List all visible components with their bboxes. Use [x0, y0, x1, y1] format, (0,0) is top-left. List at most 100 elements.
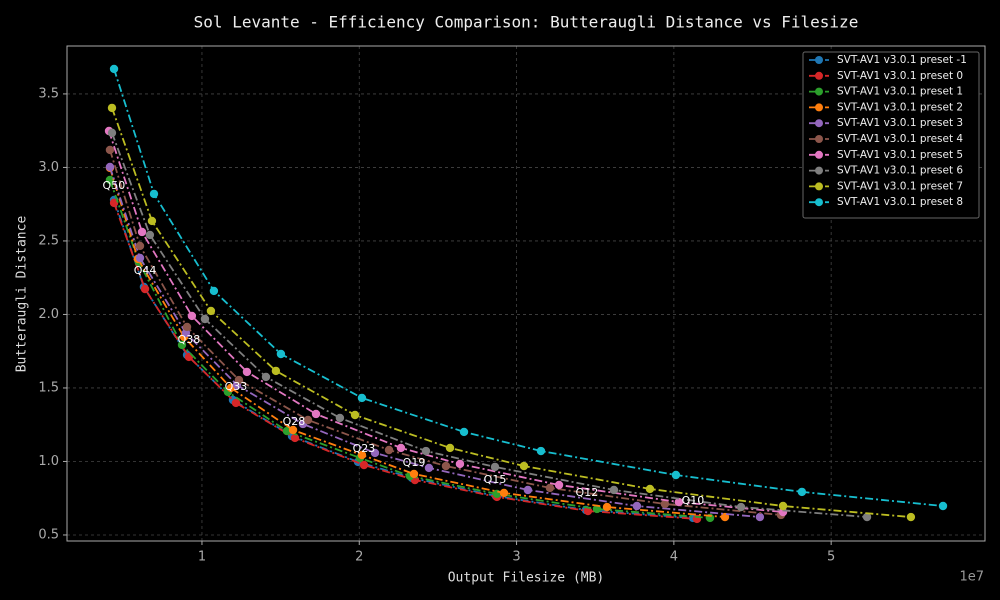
point — [276, 349, 286, 359]
point — [370, 448, 380, 458]
point — [137, 227, 147, 237]
point — [105, 162, 115, 172]
point — [384, 445, 394, 455]
point — [105, 175, 115, 185]
y-axis-label: Butteraugli Distance — [15, 216, 30, 373]
point — [335, 413, 345, 423]
point — [145, 230, 155, 240]
y-tick-label: 1.0 — [38, 454, 59, 469]
point — [778, 501, 788, 511]
x-tick-label: 5 — [827, 550, 835, 565]
x-tick-label: 3 — [512, 550, 520, 565]
point — [209, 286, 219, 296]
point — [303, 415, 313, 425]
point — [499, 488, 509, 498]
annotation: Q12 — [576, 486, 599, 499]
legend-marker — [815, 119, 823, 128]
point — [107, 103, 117, 113]
legend-marker — [815, 103, 823, 112]
point — [906, 512, 916, 522]
point — [187, 311, 197, 321]
point — [359, 460, 369, 470]
point — [554, 480, 564, 490]
point — [182, 322, 192, 332]
point — [357, 393, 367, 403]
annotation: Q44 — [134, 264, 157, 277]
x-tick-label: 4 — [670, 550, 678, 565]
point — [231, 398, 241, 408]
point — [938, 501, 948, 511]
x-offset-text: 1e7 — [959, 570, 984, 585]
annotation: Q38 — [178, 333, 201, 346]
point — [409, 469, 419, 479]
x-tick-label: 1 — [198, 550, 206, 565]
point — [455, 459, 465, 469]
point — [396, 443, 406, 453]
y-tick-label: 3.5 — [38, 86, 59, 101]
legend-marker — [815, 150, 823, 159]
point — [261, 372, 271, 382]
point — [519, 461, 529, 471]
y-tick-label: 0.5 — [38, 527, 59, 542]
point — [350, 410, 360, 420]
point — [609, 485, 619, 495]
point — [177, 340, 187, 350]
point — [632, 501, 642, 511]
point — [536, 446, 546, 456]
legend-label: SVT-AV1 v3.0.1 preset 8 — [837, 196, 963, 208]
legend-label: SVT-AV1 v3.0.1 preset 7 — [837, 180, 963, 192]
series-line — [113, 68, 944, 507]
point — [445, 443, 455, 453]
plot-frame — [66, 45, 986, 542]
point — [674, 497, 684, 507]
annotation: Q28 — [283, 415, 306, 428]
annotation: Q15 — [484, 473, 507, 486]
legend-label: SVT-AV1 v3.0.1 preset 2 — [837, 101, 963, 113]
point — [424, 463, 434, 473]
point — [147, 216, 157, 226]
y-tick-label: 2.5 — [38, 233, 59, 248]
point — [357, 450, 367, 460]
series-line — [108, 130, 784, 513]
legend-marker — [815, 135, 823, 143]
legend-label: SVT-AV1 v3.0.1 preset -1 — [837, 54, 967, 66]
annotation: Q50 — [103, 179, 126, 192]
point — [149, 189, 159, 199]
point — [109, 64, 119, 74]
x-axis-label: Output Filesize (MB) — [448, 571, 605, 586]
annotation: Q23 — [353, 442, 376, 455]
point — [200, 314, 210, 324]
series-line — [109, 166, 760, 518]
point — [441, 461, 451, 471]
chart-title: Sol Levante - Efficiency Comparison: But… — [194, 13, 859, 32]
point — [660, 499, 670, 509]
point — [107, 128, 117, 138]
point — [583, 506, 593, 516]
point — [242, 367, 252, 377]
legend-label: SVT-AV1 v3.0.1 preset 5 — [837, 149, 963, 161]
y-tick-label: 3.0 — [38, 160, 59, 175]
legend-label: SVT-AV1 v3.0.1 preset 0 — [837, 70, 963, 82]
y-tick-label: 1.5 — [38, 380, 59, 395]
point — [290, 433, 300, 443]
point — [234, 375, 244, 385]
series-line — [113, 202, 698, 520]
series-line — [109, 167, 726, 518]
point — [421, 446, 431, 456]
legend-label: SVT-AV1 v3.0.1 preset 3 — [837, 117, 963, 129]
series-line — [109, 179, 711, 519]
point — [105, 145, 115, 155]
annotation: Q33 — [225, 380, 248, 393]
point — [523, 485, 533, 495]
point — [271, 366, 281, 376]
legend-marker — [815, 166, 823, 175]
point — [671, 470, 681, 480]
point — [459, 427, 469, 437]
point — [545, 483, 555, 493]
point — [135, 253, 145, 263]
point — [288, 425, 298, 435]
point — [311, 409, 321, 419]
point — [645, 484, 655, 494]
